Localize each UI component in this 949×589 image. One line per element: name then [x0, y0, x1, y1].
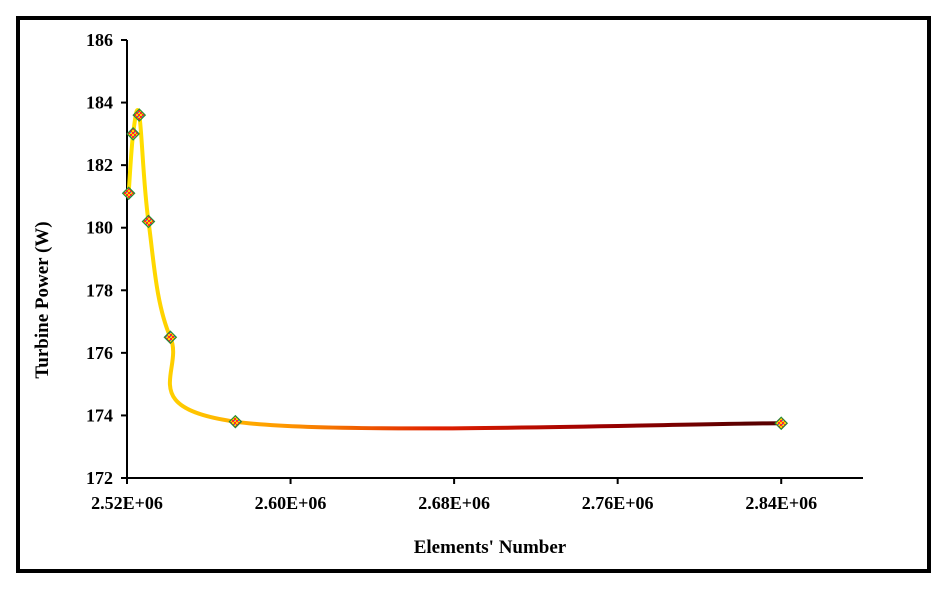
y-tick-label: 186: [86, 30, 113, 50]
data-markers: [121, 108, 789, 431]
x-tick-label: 2.84E+06: [745, 493, 817, 513]
y-tick-label: 172: [86, 468, 113, 488]
y-tick-label: 178: [86, 280, 113, 300]
y-tick-label: 174: [86, 405, 113, 425]
x-tick-labels: 2.52E+06 2.60E+06 2.68E+06 2.76E+06 2.84E+06: [91, 478, 817, 513]
x-tick-label: 2.68E+06: [418, 493, 490, 513]
data-point-marker: [132, 108, 147, 122]
data-point-marker: [163, 330, 178, 345]
axes: [126, 40, 863, 479]
data-point-marker: [126, 127, 140, 141]
y-tick-label: 176: [86, 343, 113, 363]
data-point-marker: [774, 416, 789, 431]
y-tick-labels: 172 174 176 178 180 182 184 186: [86, 30, 127, 488]
x-tick-label: 2.60E+06: [255, 493, 327, 513]
y-tick-label: 184: [86, 93, 113, 113]
y-tick-label: 182: [86, 155, 113, 175]
x-axis-title: Elements' Number: [414, 537, 567, 558]
y-axis-title: Turbine Power (W): [32, 221, 53, 378]
data-point-marker: [228, 414, 243, 429]
data-point-marker: [141, 214, 156, 229]
chart-frame: [16, 16, 931, 573]
y-tick-label: 180: [86, 218, 113, 238]
x-tick-label: 2.52E+06: [91, 493, 163, 513]
data-point-marker: [121, 186, 136, 201]
series-line: [126, 108, 784, 431]
x-tick-label: 2.76E+06: [582, 493, 654, 513]
